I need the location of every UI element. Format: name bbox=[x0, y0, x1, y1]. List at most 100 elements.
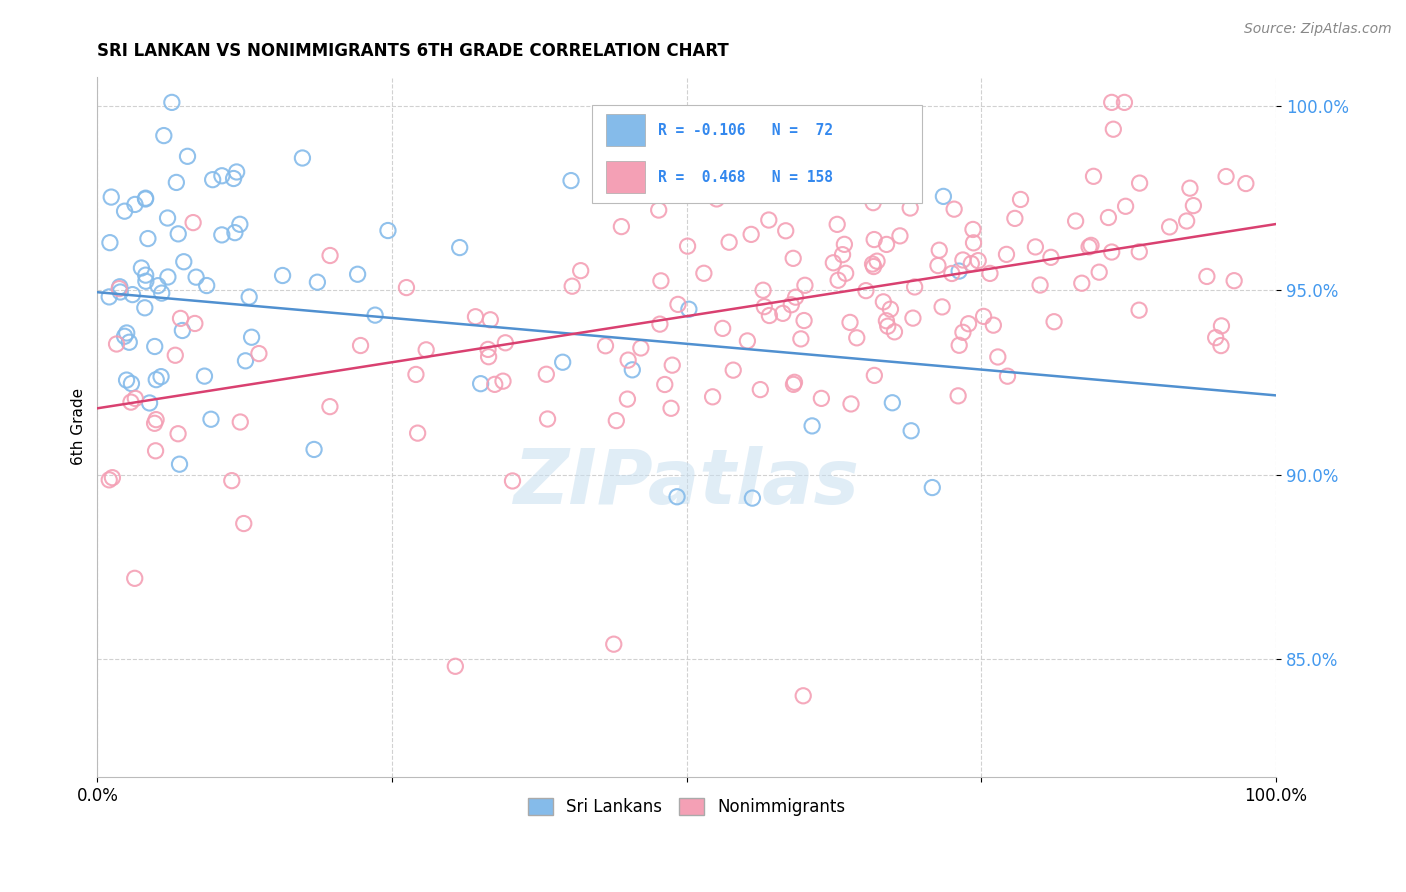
Point bbox=[780, 298, 803, 312]
Point bbox=[1223, 274, 1246, 288]
Point bbox=[98, 235, 121, 250]
Point bbox=[1101, 245, 1123, 260]
Point bbox=[1215, 169, 1237, 184]
Point bbox=[134, 301, 156, 315]
Point bbox=[98, 473, 121, 487]
Point bbox=[1029, 278, 1052, 293]
Point bbox=[135, 274, 157, 288]
Point bbox=[661, 358, 683, 372]
Point bbox=[872, 294, 894, 309]
Point bbox=[948, 338, 970, 352]
Point bbox=[395, 280, 418, 294]
Point bbox=[610, 219, 633, 234]
Point bbox=[721, 363, 744, 377]
Point bbox=[1097, 211, 1119, 225]
Point bbox=[928, 243, 950, 257]
Point bbox=[823, 256, 845, 270]
Y-axis label: 6th Grade: 6th Grade bbox=[72, 388, 86, 466]
Point bbox=[616, 392, 638, 406]
Point bbox=[782, 252, 804, 266]
Point bbox=[560, 173, 582, 187]
Point bbox=[551, 355, 574, 369]
Point bbox=[693, 266, 716, 280]
Point bbox=[118, 335, 141, 350]
Point bbox=[165, 348, 187, 362]
Point bbox=[124, 197, 146, 211]
Point bbox=[898, 201, 921, 215]
Point bbox=[1070, 277, 1092, 291]
Point bbox=[114, 204, 136, 219]
Point bbox=[595, 339, 617, 353]
Point bbox=[866, 254, 889, 268]
Point bbox=[932, 189, 955, 203]
Point bbox=[536, 368, 558, 382]
Point bbox=[603, 637, 626, 651]
Text: SRI LANKAN VS NONIMMIGRANTS 6TH GRADE CORRELATION CHART: SRI LANKAN VS NONIMMIGRANTS 6TH GRADE CO… bbox=[97, 42, 730, 60]
Point bbox=[630, 341, 652, 355]
Point bbox=[271, 268, 294, 283]
Point bbox=[876, 319, 898, 334]
Point bbox=[105, 337, 128, 351]
Text: Source: ZipAtlas.com: Source: ZipAtlas.com bbox=[1244, 22, 1392, 37]
Point bbox=[176, 149, 198, 163]
Point bbox=[1115, 199, 1137, 213]
Point bbox=[221, 474, 243, 488]
Point bbox=[156, 270, 179, 285]
Point bbox=[1024, 240, 1046, 254]
Point bbox=[863, 368, 886, 383]
Point bbox=[184, 317, 207, 331]
Point bbox=[862, 195, 884, 210]
Point bbox=[737, 334, 759, 348]
Point bbox=[464, 310, 486, 324]
Point bbox=[150, 286, 173, 301]
Point bbox=[120, 376, 142, 391]
Point bbox=[146, 278, 169, 293]
Point bbox=[783, 376, 806, 390]
Point bbox=[120, 395, 142, 409]
Point bbox=[1010, 193, 1032, 207]
Point bbox=[135, 191, 157, 205]
Legend: Sri Lankans, Nonimmigrants: Sri Lankans, Nonimmigrants bbox=[520, 789, 853, 824]
Point bbox=[114, 329, 136, 343]
Point bbox=[1175, 214, 1198, 228]
Point bbox=[875, 314, 897, 328]
Point bbox=[1129, 176, 1152, 190]
Point bbox=[108, 279, 131, 293]
Point bbox=[136, 231, 159, 245]
Point bbox=[741, 491, 763, 505]
Point bbox=[1195, 269, 1218, 284]
Point bbox=[979, 267, 1001, 281]
Point bbox=[172, 324, 194, 338]
Point bbox=[948, 264, 970, 278]
Point bbox=[758, 309, 780, 323]
Point bbox=[960, 256, 983, 270]
Point bbox=[962, 235, 984, 250]
Point bbox=[110, 285, 132, 299]
Point bbox=[405, 368, 427, 382]
Point bbox=[98, 290, 121, 304]
Point bbox=[238, 290, 260, 304]
Point bbox=[1101, 95, 1123, 110]
Point bbox=[772, 306, 794, 320]
Point bbox=[855, 284, 877, 298]
Point bbox=[470, 376, 492, 391]
Point bbox=[181, 216, 204, 230]
Point bbox=[862, 257, 884, 271]
Point bbox=[882, 396, 904, 410]
Point bbox=[706, 192, 728, 206]
Point bbox=[718, 235, 741, 250]
Point bbox=[235, 354, 257, 368]
Point bbox=[502, 474, 524, 488]
Point bbox=[862, 260, 884, 274]
Point bbox=[138, 396, 160, 410]
Point bbox=[143, 417, 166, 431]
Point bbox=[143, 339, 166, 353]
Point bbox=[995, 247, 1018, 261]
Point bbox=[921, 481, 943, 495]
Point bbox=[1114, 95, 1136, 110]
Point bbox=[150, 369, 173, 384]
Text: ZIPatlas: ZIPatlas bbox=[513, 446, 859, 520]
Point bbox=[666, 490, 689, 504]
Point bbox=[647, 202, 669, 217]
Point bbox=[1159, 219, 1181, 234]
